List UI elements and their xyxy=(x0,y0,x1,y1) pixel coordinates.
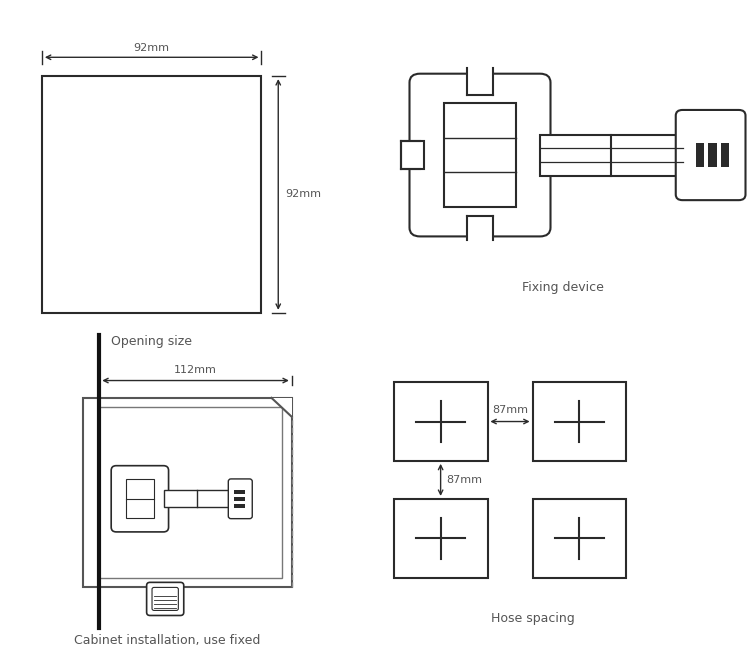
FancyBboxPatch shape xyxy=(676,110,746,200)
Bar xyxy=(696,143,703,167)
Text: 92mm: 92mm xyxy=(134,43,170,53)
Bar xyxy=(234,490,244,494)
Polygon shape xyxy=(272,398,292,417)
Bar xyxy=(444,103,516,207)
FancyBboxPatch shape xyxy=(111,466,169,532)
Bar xyxy=(234,504,244,508)
Bar xyxy=(708,143,717,167)
Text: Fixing device: Fixing device xyxy=(521,281,604,294)
Bar xyxy=(126,479,154,518)
FancyBboxPatch shape xyxy=(410,74,550,237)
Bar xyxy=(722,143,729,167)
Bar xyxy=(532,499,626,578)
Bar xyxy=(164,490,231,507)
Bar xyxy=(532,382,626,461)
Text: 112mm: 112mm xyxy=(174,365,217,375)
Text: Hose spacing: Hose spacing xyxy=(490,612,574,625)
Text: Opening size: Opening size xyxy=(111,335,192,348)
FancyBboxPatch shape xyxy=(147,582,184,616)
FancyBboxPatch shape xyxy=(228,479,252,518)
Bar xyxy=(466,225,494,242)
Bar xyxy=(394,499,488,578)
Bar xyxy=(99,407,282,578)
Bar xyxy=(394,382,488,461)
Bar xyxy=(82,398,292,587)
Bar xyxy=(234,497,244,501)
Text: 87mm: 87mm xyxy=(446,475,482,485)
Text: 87mm: 87mm xyxy=(492,405,528,415)
Bar xyxy=(466,65,494,85)
Bar xyxy=(42,76,261,313)
Bar xyxy=(540,135,682,175)
Text: Cabinet installation, use fixed: Cabinet installation, use fixed xyxy=(74,635,260,647)
Bar xyxy=(401,141,424,170)
Text: 92mm: 92mm xyxy=(285,189,321,200)
